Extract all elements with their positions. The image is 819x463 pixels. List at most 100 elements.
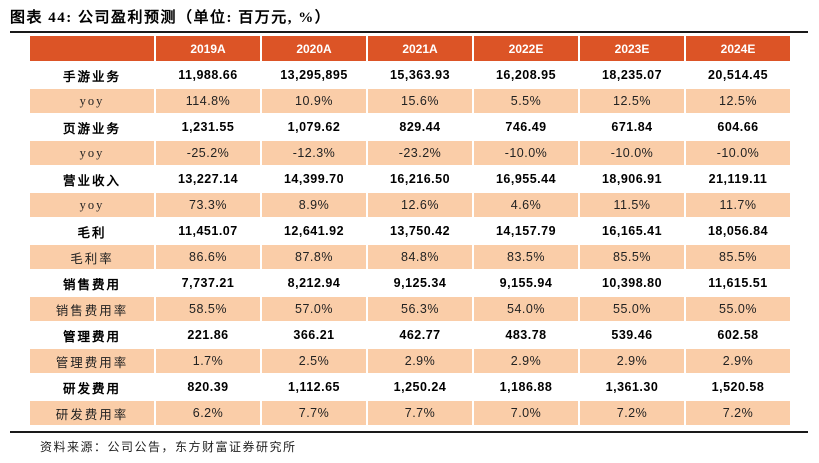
row-label: 销售费用率: [30, 297, 154, 321]
data-cell: 14,399.70: [262, 167, 366, 191]
data-cell: 5.5%: [474, 89, 578, 113]
data-cell: 84.8%: [368, 245, 472, 269]
data-cell: 604.66: [686, 115, 790, 139]
data-cell: 8.9%: [262, 193, 366, 217]
data-cell: 12.5%: [686, 89, 790, 113]
data-cell: 1,112.65: [262, 375, 366, 399]
header-cell: 2021A: [368, 36, 472, 61]
data-cell: 11,615.51: [686, 271, 790, 295]
data-cell: 9,125.34: [368, 271, 472, 295]
data-cell: 7.0%: [474, 401, 578, 425]
header-cell: 2019A: [156, 36, 260, 61]
data-cell: 11,451.07: [156, 219, 260, 243]
data-cell: 11,988.66: [156, 63, 260, 87]
data-cell: 18,056.84: [686, 219, 790, 243]
data-cell: 1,231.55: [156, 115, 260, 139]
data-cell: 13,295,895: [262, 63, 366, 87]
data-cell: 11.5%: [580, 193, 684, 217]
data-cell: 7.2%: [580, 401, 684, 425]
data-cell: 462.77: [368, 323, 472, 347]
data-cell: 4.6%: [474, 193, 578, 217]
data-cell: 829.44: [368, 115, 472, 139]
row-label: 管理费用率: [30, 349, 154, 373]
header-cell: 2022E: [474, 36, 578, 61]
data-cell: 21,119.11: [686, 167, 790, 191]
data-cell: 483.78: [474, 323, 578, 347]
data-cell: 18,906.91: [580, 167, 684, 191]
row-label: 营业收入: [30, 167, 154, 191]
figure-title: 图表 44: 公司盈利预测（单位: 百万元, %）: [10, 10, 332, 26]
data-cell: 12.5%: [580, 89, 684, 113]
header-cell: 2020A: [262, 36, 366, 61]
data-cell: 539.46: [580, 323, 684, 347]
row-label: yoy: [30, 141, 154, 165]
data-cell: 16,208.95: [474, 63, 578, 87]
data-cell: 8,212.94: [262, 271, 366, 295]
data-cell: 7.2%: [686, 401, 790, 425]
data-cell: 16,165.41: [580, 219, 684, 243]
data-cell: 86.6%: [156, 245, 260, 269]
header-cell: 2024E: [686, 36, 790, 61]
data-cell: 54.0%: [474, 297, 578, 321]
data-cell: 13,750.42: [368, 219, 472, 243]
source-note: 资料来源：公司公告，东方财富证券研究所: [40, 440, 297, 454]
title-divider-line: [10, 31, 808, 33]
data-cell: 114.8%: [156, 89, 260, 113]
row-label: 毛利率: [30, 245, 154, 269]
data-cell: 15.6%: [368, 89, 472, 113]
row-label: 手游业务: [30, 63, 154, 87]
row-label: 研发费用: [30, 375, 154, 399]
data-cell: -23.2%: [368, 141, 472, 165]
data-cell: 87.8%: [262, 245, 366, 269]
row-label: yoy: [30, 193, 154, 217]
data-cell: 85.5%: [686, 245, 790, 269]
data-cell: 83.5%: [474, 245, 578, 269]
data-cell: 2.9%: [580, 349, 684, 373]
data-cell: 366.21: [262, 323, 366, 347]
data-cell: 16,955.44: [474, 167, 578, 191]
row-label: 毛利: [30, 219, 154, 243]
data-cell: 7,737.21: [156, 271, 260, 295]
data-cell: 55.0%: [686, 297, 790, 321]
data-cell: 18,235.07: [580, 63, 684, 87]
data-cell: 16,216.50: [368, 167, 472, 191]
data-cell: 9,155.94: [474, 271, 578, 295]
data-cell: 11.7%: [686, 193, 790, 217]
data-cell: 6.2%: [156, 401, 260, 425]
data-cell: 73.3%: [156, 193, 260, 217]
data-cell: 15,363.93: [368, 63, 472, 87]
row-label: 销售费用: [30, 271, 154, 295]
data-cell: 671.84: [580, 115, 684, 139]
data-cell: 820.39: [156, 375, 260, 399]
data-cell: 10,398.80: [580, 271, 684, 295]
data-cell: 1,079.62: [262, 115, 366, 139]
header-cell: 2023E: [580, 36, 684, 61]
data-cell: 2.9%: [686, 349, 790, 373]
data-cell: 58.5%: [156, 297, 260, 321]
data-cell: 12.6%: [368, 193, 472, 217]
bottom-divider-line: [10, 431, 808, 433]
data-cell: 10.9%: [262, 89, 366, 113]
profit-table-grid: 2019A 2020A 2021A 2022E 2023E 2024E 手游业务 11,988…: [30, 36, 790, 425]
data-cell: 2.9%: [368, 349, 472, 373]
data-cell: 14,157.79: [474, 219, 578, 243]
data-cell: 55.0%: [580, 297, 684, 321]
data-cell: 602.58: [686, 323, 790, 347]
data-cell: 1.7%: [156, 349, 260, 373]
data-cell: 1,361.30: [580, 375, 684, 399]
header-corner-cell: [30, 36, 154, 61]
row-label: 管理费用: [30, 323, 154, 347]
data-cell: 13,227.14: [156, 167, 260, 191]
data-cell: 7.7%: [262, 401, 366, 425]
row-label: yoy: [30, 89, 154, 113]
data-cell: 57.0%: [262, 297, 366, 321]
row-label: 研发费用率: [30, 401, 154, 425]
data-cell: 1,250.24: [368, 375, 472, 399]
data-cell: -10.0%: [580, 141, 684, 165]
data-cell: 85.5%: [580, 245, 684, 269]
data-cell: 1,186.88: [474, 375, 578, 399]
data-cell: -25.2%: [156, 141, 260, 165]
data-cell: 2.9%: [474, 349, 578, 373]
data-cell: 746.49: [474, 115, 578, 139]
data-cell: 12,641.92: [262, 219, 366, 243]
